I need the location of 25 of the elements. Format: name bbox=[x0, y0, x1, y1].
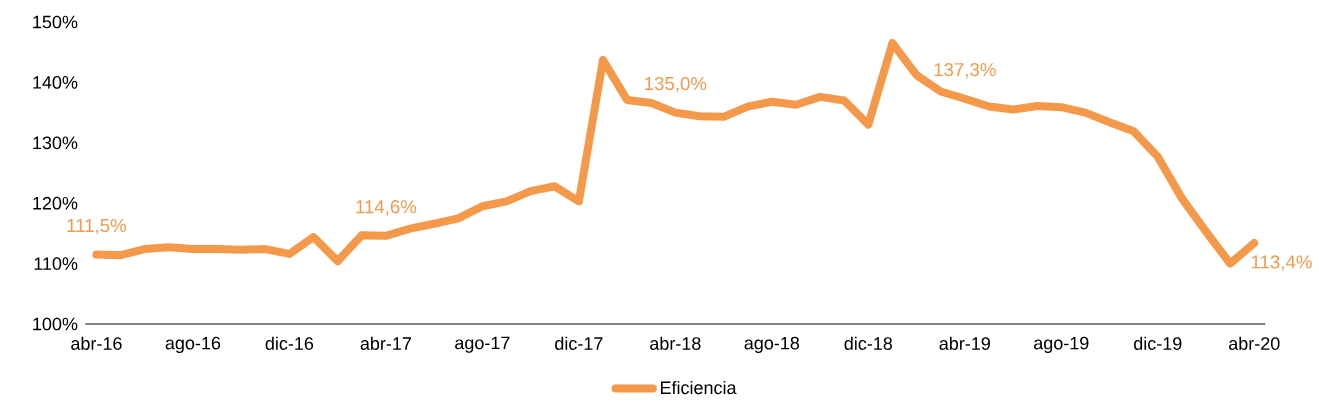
data-label: 114,6% bbox=[356, 200, 417, 216]
legend-label: Eficiencia bbox=[660, 380, 737, 395]
x-tick-label: ago-18 bbox=[744, 336, 800, 354]
x-tick-label: ago-19 bbox=[1034, 336, 1089, 354]
y-tick-label: 150% bbox=[33, 15, 78, 29]
x-tick-label: dic-17 bbox=[555, 336, 603, 350]
x-tick-label: abr-17 bbox=[360, 336, 411, 350]
y-tick-label: 110% bbox=[34, 257, 78, 270]
y-tick-label: 120% bbox=[33, 196, 78, 210]
x-tick-label: dic-18 bbox=[844, 336, 893, 350]
x-tick-label: abr-16 bbox=[71, 336, 122, 350]
data-label: 113,4% bbox=[1251, 255, 1312, 271]
x-tick-label: ago-16 bbox=[165, 336, 221, 354]
x-tick-label: dic-16 bbox=[265, 336, 314, 350]
y-tick-label: 100% bbox=[33, 317, 78, 331]
data-label: 111,5% bbox=[67, 218, 127, 235]
y-tick-label: 130% bbox=[33, 136, 78, 150]
data-label: 135,0% bbox=[645, 76, 707, 93]
y-tick-label: 140% bbox=[33, 76, 78, 89]
x-tick-label: dic-19 bbox=[1134, 336, 1182, 350]
x-tick-label: abr-18 bbox=[650, 336, 701, 350]
data-label: 137,3% bbox=[934, 63, 996, 79]
x-tick-label: ago-17 bbox=[455, 336, 510, 353]
x-tick-label: abr-19 bbox=[939, 336, 990, 350]
x-tick-label: abr-20 bbox=[1229, 336, 1280, 350]
